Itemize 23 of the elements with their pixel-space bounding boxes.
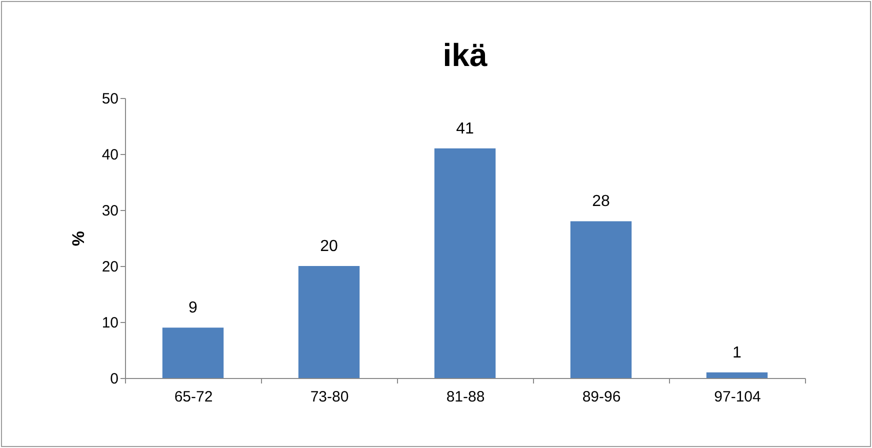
data-label: 9: [188, 300, 198, 317]
y-tick-label: 30: [102, 202, 118, 220]
y-tick-label: 10: [102, 314, 118, 332]
y-tick-label: 20: [102, 258, 118, 276]
bar: [706, 372, 768, 378]
y-axis-title: %: [68, 230, 88, 246]
y-tick-label: 40: [102, 146, 118, 164]
bar: [162, 328, 224, 378]
y-tick-label: 0: [110, 370, 118, 388]
y-tick-label: 50: [102, 90, 118, 108]
x-tick-label: 73-80: [310, 388, 349, 406]
x-tick-label: 97-104: [714, 388, 761, 406]
bar: [434, 148, 496, 378]
x-tick-label: 89-96: [582, 388, 621, 406]
x-tick-label: 65-72: [174, 388, 213, 406]
data-label: 1: [732, 344, 742, 362]
data-label: 20: [320, 238, 338, 255]
bar: [298, 266, 360, 378]
chart-title: ikä: [442, 37, 488, 73]
x-tick-label: 81-88: [446, 388, 485, 406]
data-label: 28: [592, 193, 610, 210]
data-label: 41: [456, 120, 474, 138]
bar: [570, 221, 632, 378]
